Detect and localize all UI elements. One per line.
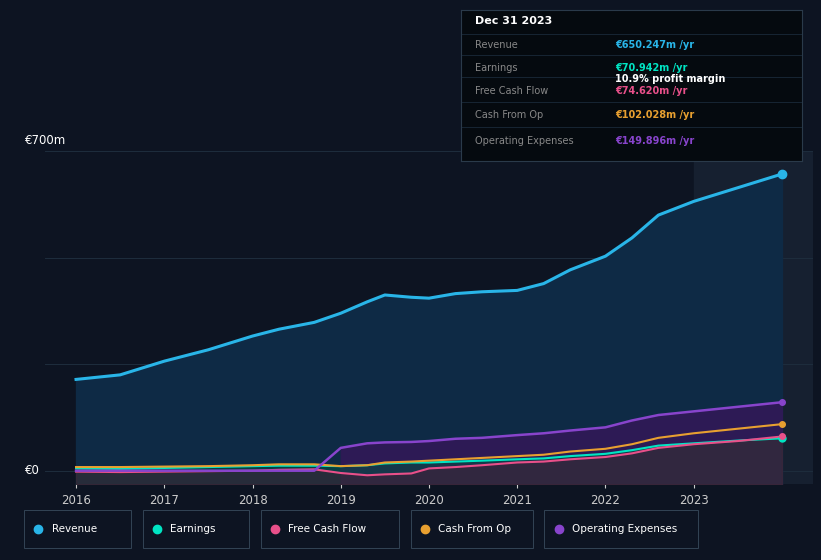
Text: €700m: €700m <box>25 133 66 147</box>
Text: Revenue: Revenue <box>52 524 97 534</box>
Text: €149.896m /yr: €149.896m /yr <box>615 136 694 146</box>
Text: Earnings: Earnings <box>475 63 517 73</box>
Text: Free Cash Flow: Free Cash Flow <box>288 524 366 534</box>
Text: Free Cash Flow: Free Cash Flow <box>475 86 548 96</box>
Text: Cash From Op: Cash From Op <box>475 110 544 120</box>
Text: €0: €0 <box>25 464 39 477</box>
Text: Earnings: Earnings <box>170 524 216 534</box>
Text: €650.247m /yr: €650.247m /yr <box>615 40 694 50</box>
Text: €70.942m /yr: €70.942m /yr <box>615 63 687 73</box>
Text: Dec 31 2023: Dec 31 2023 <box>475 16 553 26</box>
Text: Operating Expenses: Operating Expenses <box>475 136 574 146</box>
Bar <box>694 151 821 484</box>
Text: Revenue: Revenue <box>475 40 518 50</box>
Text: Operating Expenses: Operating Expenses <box>572 524 677 534</box>
Text: 10.9% profit margin: 10.9% profit margin <box>615 74 725 84</box>
Text: €74.620m /yr: €74.620m /yr <box>615 86 687 96</box>
Text: €102.028m /yr: €102.028m /yr <box>615 110 694 120</box>
Text: Cash From Op: Cash From Op <box>438 524 511 534</box>
